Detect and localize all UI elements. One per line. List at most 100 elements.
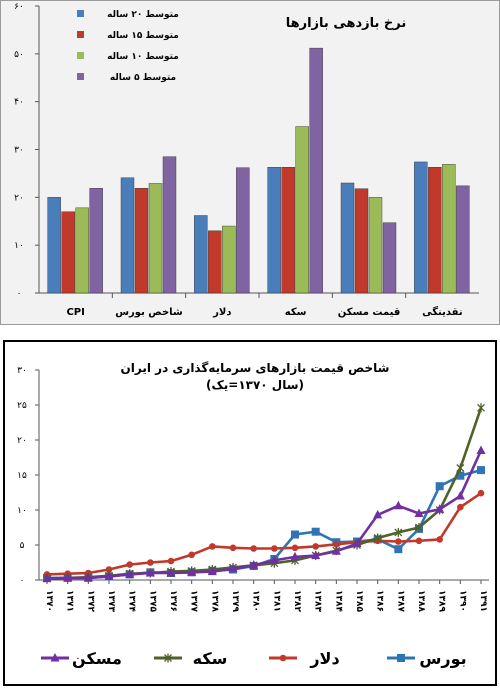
data-point — [279, 654, 287, 662]
y-tick-label: ۶۰ — [14, 2, 24, 12]
bar — [428, 166, 442, 294]
data-point — [435, 482, 444, 491]
x-tick-label: ۱۳۸۰ — [251, 590, 261, 612]
y-tick-label: ۱۰ — [14, 241, 24, 251]
y-tick-label: ۵۰ — [14, 50, 24, 60]
x-tick-label: ۱۳۸۳ — [313, 590, 323, 612]
legend-swatch — [77, 52, 84, 59]
data-point — [311, 527, 320, 536]
data-point — [477, 403, 485, 413]
data-point — [164, 653, 172, 663]
data-point — [436, 536, 443, 543]
x-tick-label: شاخص بورس — [115, 307, 183, 318]
line-chart-title: شاخص قیمت بازارهای سرمایه‌گذاری در ایران — [121, 361, 390, 375]
x-tick-label: ۱۳۷۲ — [85, 590, 95, 612]
legend-swatch — [77, 73, 84, 80]
y-tick-label: ۱۰ — [17, 506, 27, 516]
data-point — [331, 546, 341, 555]
data-point — [394, 545, 403, 554]
data-point — [105, 566, 113, 573]
x-tick-label: ۱۳۹۰ — [457, 590, 467, 612]
data-point — [477, 466, 485, 475]
data-point — [291, 530, 299, 539]
data-point — [145, 568, 155, 577]
data-point — [166, 568, 176, 577]
line-chart: شاخص قیمت بازارهای سرمایه‌گذاری در ایران… — [17, 361, 489, 668]
x-tick-label: ۱۳۷۸ — [209, 590, 219, 612]
bar — [194, 215, 208, 294]
data-point — [477, 489, 485, 497]
data-point — [125, 569, 135, 578]
bar — [236, 167, 250, 294]
data-point — [393, 500, 403, 510]
data-point — [435, 504, 445, 513]
x-tick-label: ۱۳۸۵ — [354, 590, 364, 612]
y-tick-label: ۲۰ — [14, 193, 24, 203]
data-point — [42, 573, 52, 583]
data-point — [228, 563, 238, 573]
x-tick-label: ۱۳۷۷ — [189, 590, 199, 612]
data-point — [83, 572, 93, 582]
bar — [442, 164, 456, 294]
legend-label: دلار — [309, 649, 339, 668]
bar — [61, 211, 75, 294]
data-point — [229, 544, 237, 552]
legend-item: سکه — [154, 649, 227, 668]
bar-chart-title: نرخ بازدهی بازارها — [286, 16, 407, 31]
x-tick-label: ۱۳۸۷ — [395, 590, 405, 612]
data-point — [249, 560, 259, 569]
bar — [75, 207, 89, 294]
x-tick-label: ۱۳۸۸ — [416, 590, 426, 612]
bar — [47, 197, 61, 294]
bar — [456, 185, 470, 294]
y-tick-label: ۰ — [20, 576, 25, 586]
bar — [267, 166, 281, 294]
data-point — [187, 567, 197, 576]
data-point — [456, 471, 465, 480]
series-line — [46, 407, 483, 580]
data-point — [397, 654, 405, 662]
bar — [281, 166, 295, 294]
bar — [309, 47, 323, 294]
x-tick-label: ۱۳۷۵ — [147, 590, 157, 612]
y-tick-label: ۲۰ — [17, 436, 27, 446]
bar — [148, 183, 163, 294]
x-tick-label: ۱۳۸۴ — [333, 590, 343, 612]
bar — [89, 188, 103, 294]
x-tick-label: نقدینگی — [422, 305, 463, 318]
x-tick-label: ۱۳۹۱ — [478, 590, 488, 612]
data-point — [209, 543, 216, 550]
bar — [295, 126, 309, 294]
x-tick-label: ۱۳۷۰ — [44, 590, 54, 612]
bar-chart: نرخ بازدهی بازارها ۰ ۱۰ ۲۰ ۳۰ ۴۰ ۵۰ ۶۰ CPI شاخص … — [14, 2, 479, 318]
data-point — [457, 503, 464, 511]
x-tick-label: ۱۳۸۶ — [375, 590, 385, 612]
data-point — [312, 543, 319, 550]
data-point — [311, 550, 321, 559]
data-point — [126, 561, 133, 568]
data-point — [167, 557, 175, 565]
data-point — [271, 545, 278, 552]
legend-swatch — [77, 10, 84, 17]
legend-label: متوسط ۱۵ ساله — [107, 31, 179, 41]
series-group — [42, 445, 486, 583]
y-tick-label: ۵ — [20, 541, 25, 551]
data-point — [373, 509, 383, 519]
x-tick-label: ۱۳۷۶ — [168, 590, 178, 612]
x-tick-label: ۱۳۸۱ — [271, 590, 281, 612]
line-chart-panel: شاخص قیمت بازارهای سرمایه‌گذاری در ایران… — [3, 340, 497, 686]
bar — [222, 225, 236, 294]
legend-label: متوسط ۵ ساله — [110, 73, 176, 83]
bar — [134, 188, 149, 294]
data-point — [188, 551, 195, 559]
bar — [368, 197, 383, 294]
line-chart-subtitle: (سال ۱۳۷۰=یک) — [206, 378, 304, 392]
data-point — [147, 559, 154, 566]
data-point — [50, 653, 60, 662]
data-point — [352, 538, 362, 548]
legend-label: متوسط ۲۰ ساله — [107, 10, 179, 20]
legend-item: دلار — [269, 649, 340, 668]
data-point — [455, 491, 465, 500]
x-tick-label: ۱۳۸۲ — [292, 590, 302, 612]
data-point — [63, 572, 73, 582]
